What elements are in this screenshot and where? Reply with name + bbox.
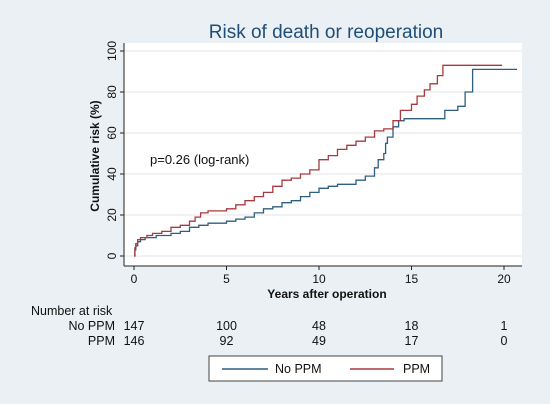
grid-lines [124, 50, 522, 257]
series-line-no-ppm [134, 68, 517, 257]
risk-count: 17 [405, 334, 419, 348]
y-tick-label: 100 [105, 41, 119, 61]
plot-region [124, 43, 522, 266]
risk-count: 49 [312, 334, 326, 348]
risk-count: 1 [501, 319, 508, 333]
y-tick-label: 80 [105, 85, 119, 99]
x-tick-label: 10 [312, 272, 326, 286]
x-tick-label: 20 [497, 272, 511, 286]
risk-row-label: PPM [88, 334, 115, 348]
risk-count: 48 [312, 319, 326, 333]
y-tick-label: 0 [105, 252, 119, 259]
risk-row-label: No PPM [68, 319, 115, 333]
x-tick-label: 15 [405, 272, 419, 286]
p-value-annotation: p=0.26 (log-rank) [150, 152, 249, 167]
y-axis-label: Cumulative risk (%) [88, 100, 102, 211]
series-group [134, 64, 517, 257]
x-tick-label: 0 [131, 272, 138, 286]
legend-label: PPM [403, 362, 430, 376]
risk-count: 92 [220, 334, 234, 348]
x-axis-label: Years after operation [267, 287, 386, 301]
series-line-ppm [134, 64, 503, 257]
legend-label: No PPM [275, 362, 322, 376]
risk-count: 18 [405, 319, 419, 333]
axes: 0 20 40 60 80 100 0 5 10 15 20 [105, 41, 522, 286]
y-tick-label: 60 [105, 126, 119, 140]
risk-count: 146 [124, 334, 145, 348]
risk-count: 0 [501, 334, 508, 348]
legend: No PPM PPM [208, 355, 443, 382]
y-tick-label: 40 [105, 167, 119, 181]
chart-title: Risk of death or reoperation [209, 22, 443, 43]
x-tick-label: 5 [223, 272, 230, 286]
risk-table-header: Number at risk [31, 304, 113, 318]
y-tick-label: 20 [105, 208, 119, 222]
risk-count: 147 [124, 319, 145, 333]
risk-count: 100 [216, 319, 237, 333]
